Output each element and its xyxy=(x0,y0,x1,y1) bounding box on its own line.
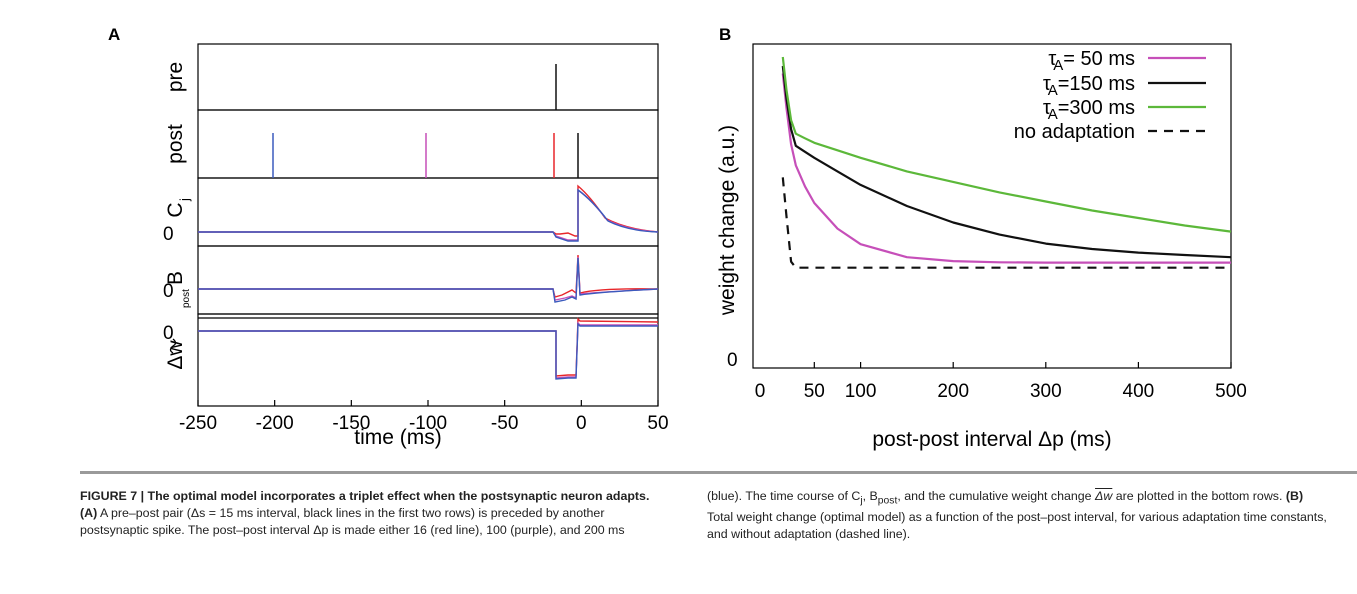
panel-b-y-zero: 0 xyxy=(727,350,738,371)
dw-row-frame xyxy=(197,313,659,407)
bpost-label-sub: post xyxy=(181,289,192,308)
panel-a: A pre post C j B post Δw 0 0 0 xyxy=(108,25,669,449)
cj-label-main: C xyxy=(164,202,187,217)
pre-row-frame xyxy=(197,43,659,111)
panel-b-x-tick-label: 400 xyxy=(1123,381,1155,402)
panel-a-x-tick-label: -200 xyxy=(256,413,294,434)
legend-label-0: τA= 50 ms xyxy=(1048,48,1135,74)
series-line-3 xyxy=(781,177,1231,269)
figure-7: A pre post C j B post Δw 0 0 0 xyxy=(108,25,1247,451)
caption-right-4: are plotted in the bottom rows. xyxy=(1112,489,1283,503)
panel-a-x-tick-label: -50 xyxy=(491,413,518,434)
caption-dw: Δw xyxy=(1095,489,1113,503)
cj-traces xyxy=(198,184,659,242)
post-label: post xyxy=(164,124,187,164)
caption-rule xyxy=(80,471,1357,474)
panel-a-x-ticks: -250 -200 -150 -100 -50 0 50 xyxy=(179,400,669,434)
panel-a-x-tick-label: 0 xyxy=(576,413,587,434)
cj-label: C j xyxy=(164,198,192,218)
series-line-2 xyxy=(781,56,1232,233)
bpost-trace-blue xyxy=(198,257,659,303)
panel-b-x-tick-label: 100 xyxy=(845,381,877,402)
panel-b-xlabel: post-post interval Δp (ms) xyxy=(872,428,1111,451)
panel-b-letter: B xyxy=(719,25,731,44)
panel-b-x-tick-label: 200 xyxy=(937,381,969,402)
panel-a-x-tick-label: -150 xyxy=(332,413,370,434)
panel-b-ylabel: weight change (a.u.) xyxy=(716,125,739,316)
caption-sub-j: j xyxy=(860,495,863,507)
panel-a-x-tick-label: -250 xyxy=(179,413,217,434)
panel-a-letter: A xyxy=(108,25,120,44)
panel-b-x-tick-label: 300 xyxy=(1030,381,1062,402)
series-line-1 xyxy=(781,65,1232,259)
legend-label-2: τA=300 ms xyxy=(1043,97,1135,123)
caption-b-marker: (B) xyxy=(1285,489,1304,503)
legend-label-3: no adaptation xyxy=(1014,121,1135,143)
panel-a-x-tick-label: -100 xyxy=(409,413,447,434)
dw-trace-red xyxy=(198,317,659,377)
caption-right-5: Total weight change (optimal model) as a… xyxy=(707,510,1327,542)
panel-b-series xyxy=(781,56,1232,269)
caption-sub-post: post xyxy=(877,495,898,507)
panel-b-x-ticks: 0 50 100 200 300 400 500 xyxy=(755,362,1247,402)
legend-label-1: τA=150 ms xyxy=(1043,73,1135,99)
panel-b: B weight change (a.u.) 0 0 50 100 200 300 400… xyxy=(716,25,1247,451)
caption-right-2: , B xyxy=(862,489,878,503)
caption-left: FIGURE 7 | The optimal model incorporate… xyxy=(80,488,660,539)
bpost-label: B post xyxy=(164,271,192,308)
cj-row-frame xyxy=(197,177,659,247)
caption-a-marker: (A) xyxy=(80,506,98,520)
caption-right: (blue). The time course of Cj, Bpost, an… xyxy=(707,488,1327,543)
dw-zero: 0 xyxy=(163,323,174,344)
series-line-0 xyxy=(781,73,1231,264)
panel-b-x-tick-label: 0 xyxy=(755,381,766,402)
panel-a-x-tick-label: 50 xyxy=(647,413,668,434)
caption-right-3: , and the cumulative weight change xyxy=(897,489,1096,503)
pre-label: pre xyxy=(164,62,187,92)
cj-trace-blue xyxy=(198,188,659,242)
cj-label-sub: j xyxy=(177,198,192,202)
dw-label: Δw xyxy=(164,340,187,370)
panel-a-xlabel: time (ms) xyxy=(354,426,442,449)
cj-zero: 0 xyxy=(163,224,174,245)
dw-tilde xyxy=(169,338,177,354)
caption-title: FIGURE 7 | The optimal model incorporate… xyxy=(80,489,650,503)
bpost-label-main: B xyxy=(164,271,187,285)
bpost-traces xyxy=(198,254,659,303)
dw-traces xyxy=(198,317,659,380)
bpost-trace-red xyxy=(198,254,659,298)
panel-b-x-tick-label: 500 xyxy=(1215,381,1247,402)
panel-b-frame xyxy=(752,43,1232,369)
post-row-frame xyxy=(197,109,659,179)
caption-a-text: A pre–post pair (Δs = 15 ms interval, bl… xyxy=(80,506,625,537)
caption-right-1: (blue). The time course of C xyxy=(707,489,861,503)
bpost-zero: 0 xyxy=(163,281,174,302)
panel-b-x-tick-label: 50 xyxy=(804,381,825,402)
dw-trace-blue xyxy=(198,322,658,380)
bpost-row-frame xyxy=(197,245,659,315)
cj-trace-red xyxy=(198,184,659,237)
